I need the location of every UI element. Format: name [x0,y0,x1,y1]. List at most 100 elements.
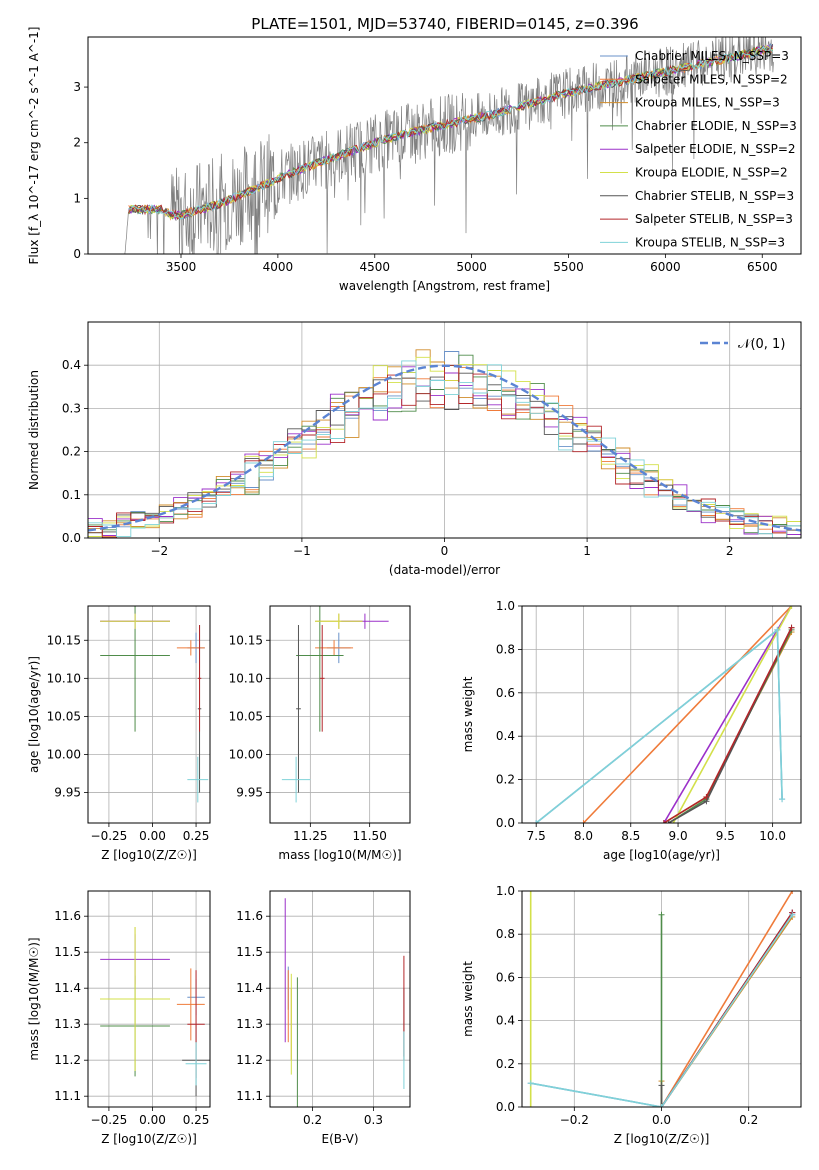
y-tick-label: 11.4 [236,981,263,995]
x-tick-label: −2 [150,544,168,558]
y-tick-label: 0.8 [496,927,515,941]
residuals-ylabel: Normed distribution [27,370,41,490]
x-tick-label: 8.0 [574,829,593,843]
y-tick-label: 10.00 [47,747,81,761]
weight-line [660,891,793,1107]
x-tick-label: 0.2 [303,1113,322,1127]
x-tick-label: 0.25 [183,829,210,843]
residuals-data [88,349,801,538]
model-spectrum-line [128,45,774,220]
y-tick-label: 10.15 [47,633,81,647]
legend-entry: Salpeter STELIB, N_SSP=3 [635,212,793,226]
x-tick-label: 7.5 [527,829,546,843]
y-tick-label: 11.6 [236,909,263,923]
x-tick-label: 8.5 [621,829,640,843]
weight-line [672,606,793,823]
x-tick-label: 0.0 [652,1113,671,1127]
x-tick-label: 0.25 [183,1113,210,1127]
age_vs_Z-frame [87,605,211,824]
y-tick-label: 9.95 [54,786,81,800]
mass_vs_Z-frame [87,890,211,1108]
residual-histogram [88,360,801,538]
x-tick-label: −0.2 [560,1113,589,1127]
x-tick-label: 0.3 [364,1113,383,1127]
y-tick-label: 3 [73,80,81,94]
spectrum-axes: 3500 4000 4500 5000 5500 6000 6500 0 1 2 3 [73,80,777,274]
residuals-xlabel: (data-model)/error [389,563,500,577]
x-tick-label: 0.00 [139,829,166,843]
x-tick-label: −0.25 [91,1113,128,1127]
y-tick-label: 0.2 [496,1057,515,1071]
legend-entry: Kroupa ELODIE, N_SSP=2 [635,166,788,180]
y-tick-label: 1.0 [496,599,515,613]
y-tick-label: 0.4 [496,1014,515,1028]
x-tick-label: −1 [293,544,311,558]
y-tick-label: 10.05 [47,709,81,723]
age_vs_mass-frame [269,605,411,824]
weight_vs_Z-frame [521,890,802,1108]
age_vs_Z-axes: −0.25 0.00 0.25 9.95 10.00 10.05 10.10 10.15 [47,606,210,843]
model-spectrum-line [128,46,773,220]
x-tick-label: 0.2 [739,1113,758,1127]
age_vs_mass-xlabel: mass [log10(M/M☉)] [278,848,401,862]
y-tick-label: 11.3 [54,1017,81,1031]
legend-entry: Chabrier STELIB, N_SSP=3 [635,189,794,203]
spectrum-ylabel: Flux [f_λ 10^-17 erg cm^-2 s^-1 A^-1] [27,27,41,265]
x-tick-label: 3500 [166,260,197,274]
residuals-plot-area [88,349,801,538]
weight_vs_age-data [533,606,795,823]
x-tick-label: 6000 [650,260,681,274]
mass_vs_ebv-frame [269,890,411,1108]
x-tick-label: 4000 [263,260,294,274]
y-tick-label: 0.0 [496,816,515,830]
y-tick-label: 9.95 [236,786,263,800]
legend-entry: Salpeter MILES, N_SSP=2 [635,72,788,86]
x-tick-label: 10.0 [759,829,786,843]
weight_vs_Z-data [527,891,796,1107]
spectrum-xlabel: wavelength [Angstrom, rest frame] [339,279,550,293]
y-tick-label: 1 [73,191,81,205]
mass_vs_Z-data [100,927,210,1097]
y-tick-label: 11.5 [236,945,263,959]
weight_vs_age-xlabel: age [log10(age/yr)] [603,848,720,862]
x-tick-label: 1 [583,544,591,558]
y-tick-label: 11.1 [236,1089,263,1103]
legend-entry: 𝒩(0, 1) [738,337,785,352]
weight_vs_Z-ylabel: mass weight [461,961,475,1037]
y-tick-label: 0.3 [62,401,81,415]
x-tick-label: 11.50 [352,829,386,843]
legend-entry: Kroupa STELIB, N_SSP=3 [635,235,785,249]
spectrum-data [124,37,774,254]
y-tick-label: 11.5 [54,945,81,959]
x-tick-label: 0 [441,544,449,558]
mass_vs_ebv-xlabel: E(B-V) [321,1132,358,1146]
y-tick-label: 11.2 [236,1053,263,1067]
y-tick-label: 0.6 [496,970,515,984]
legend-entry: Salpeter ELODIE, N_SSP=2 [635,142,796,156]
spectrum-plot-area [124,37,774,254]
y-tick-label: 2 [73,136,81,150]
y-tick-label: 1.0 [496,884,515,898]
spectrum-frame [87,36,802,255]
x-tick-label: 4500 [359,260,390,274]
weight_vs_age-axes: 7.5 8.0 8.5 9.0 9.5 10.0 0.0 0.2 0.4 0.6 0.8 1.0 [496,599,801,843]
weight_vs_age-plot-area [533,606,795,823]
mass_vs_ebv-data [284,898,405,1107]
y-tick-label: 0.4 [496,729,515,743]
y-tick-label: 11.2 [54,1053,81,1067]
y-tick-label: 11.3 [236,1017,263,1031]
age_vs_mass-axes: 11.25 11.50 9.95 10.00 10.05 10.10 10.15 [229,606,410,843]
age_vs_Z-ylabel: age [log10(age/yr)] [27,656,41,773]
weight_vs_age-ylabel: mass weight [461,676,475,752]
figure-title: PLATE=1501, MJD=53740, FIBERID=0145, z=0… [251,15,638,33]
age_vs_Z-data [100,606,209,803]
y-tick-label: 0 [73,247,81,261]
legend-entry: Chabrier ELODIE, N_SSP=3 [635,119,797,133]
y-tick-label: 10.10 [229,671,263,685]
weight-line [663,606,793,823]
y-tick-label: 0.0 [62,531,81,545]
legend-entry: Chabrier MILES, N_SSP=3 [635,49,789,63]
y-tick-label: 11.6 [54,909,81,923]
y-tick-label: 10.15 [229,633,263,647]
